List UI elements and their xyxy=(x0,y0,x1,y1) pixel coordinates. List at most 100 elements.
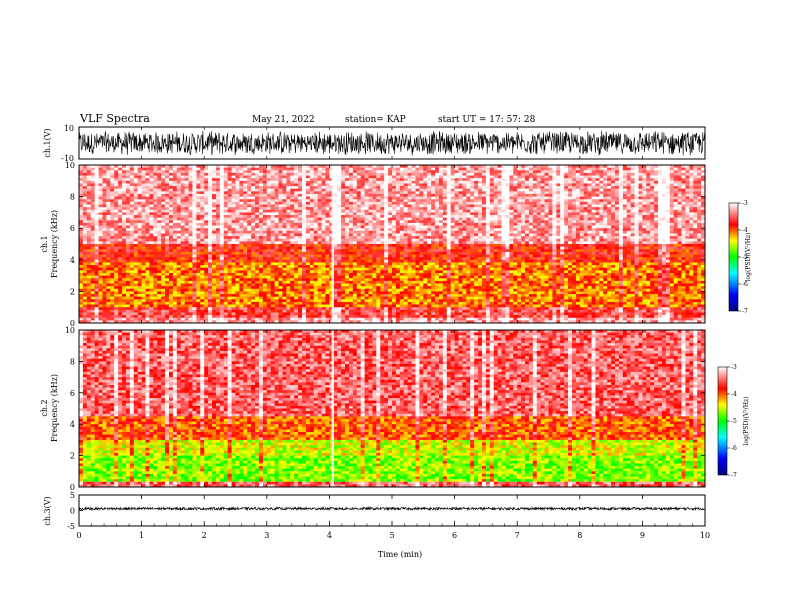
spec1-cell xyxy=(134,191,138,194)
spec1-cell xyxy=(294,212,298,215)
spec1-cell xyxy=(337,212,341,215)
spec1-cell xyxy=(189,241,193,244)
spec1-cell xyxy=(302,170,306,173)
spec1-cell xyxy=(306,176,310,179)
spec1-cell xyxy=(279,286,283,289)
spec1-cell xyxy=(204,176,208,179)
spec1-cell xyxy=(247,249,251,252)
spec1-cell xyxy=(380,273,384,276)
spec1-cell xyxy=(400,210,404,213)
spec1-cell xyxy=(91,220,95,223)
spec1-cell xyxy=(99,239,103,242)
spec1-cell xyxy=(392,170,396,173)
spec1-cell xyxy=(189,252,193,255)
spec1-cell xyxy=(310,310,314,313)
spec1-cell xyxy=(345,257,349,260)
spec1-cell xyxy=(314,297,318,300)
spec1-cell xyxy=(173,289,177,292)
spec1-cell xyxy=(263,207,267,210)
spec1-cell xyxy=(165,231,169,234)
spec1-cell xyxy=(392,241,396,244)
spec1-cell xyxy=(361,173,365,176)
spec1-cell xyxy=(322,228,326,231)
spec1-cell xyxy=(271,318,275,321)
spec1-cell xyxy=(114,299,118,302)
spec1-cell xyxy=(138,307,142,310)
spec1-cell xyxy=(200,210,204,213)
spec1-cell xyxy=(177,173,181,176)
spec1-cell xyxy=(161,186,165,189)
spec1-cell xyxy=(95,247,99,250)
spec1-cell xyxy=(161,262,165,265)
spec1-cell xyxy=(149,310,153,313)
spec1-cell xyxy=(341,183,345,186)
spec1-cell xyxy=(181,305,185,308)
spec1-cell xyxy=(384,307,388,310)
spec1-cell xyxy=(325,286,329,289)
spec1-cell xyxy=(130,210,134,213)
spec1-cell xyxy=(365,255,369,258)
spec1-cell xyxy=(83,262,87,265)
spec1-cell xyxy=(337,312,341,315)
spec1-cell xyxy=(275,202,279,205)
spec1-cell xyxy=(106,284,110,287)
spec1-cell xyxy=(204,249,208,252)
spec1-cell xyxy=(157,273,161,276)
spec1-cell xyxy=(400,191,404,194)
spec1-cell xyxy=(149,262,153,265)
spec1-cell xyxy=(267,270,271,273)
spec1-cell xyxy=(177,215,181,218)
spec1-cell xyxy=(275,268,279,271)
spec1-cell xyxy=(169,273,173,276)
spec1-cell xyxy=(228,233,232,236)
spec1-cell xyxy=(95,189,99,192)
spec1-cell xyxy=(157,212,161,215)
spec1-cell xyxy=(353,289,357,292)
spec1-cell xyxy=(286,247,290,250)
spec1-cell xyxy=(149,176,153,179)
ch1-waveform-panel: 10 -10 ch.1(V) xyxy=(43,124,705,163)
spec1-cell xyxy=(349,289,353,292)
spec1-cell xyxy=(337,315,341,318)
spec1-cell xyxy=(185,291,189,294)
spec1-cell xyxy=(157,305,161,308)
spec1-cell xyxy=(224,257,228,260)
spec1-cell xyxy=(271,215,275,218)
spec1-cell xyxy=(310,315,314,318)
spec1-cell xyxy=(310,176,314,179)
spec1-cell xyxy=(286,215,290,218)
spec1-cell xyxy=(298,181,302,184)
spec1-cell xyxy=(134,286,138,289)
spec1-cell xyxy=(357,257,361,260)
spec1-cell xyxy=(239,173,243,176)
spec1-cell xyxy=(294,291,298,294)
spec1-cell xyxy=(212,170,216,173)
spec1-cell xyxy=(404,178,408,181)
spec1-cell xyxy=(196,247,200,250)
spec1-cell xyxy=(361,226,365,229)
spec1-cell xyxy=(322,291,326,294)
spec1-cell xyxy=(372,297,376,300)
spec1-cell xyxy=(380,297,384,300)
spec1-cell xyxy=(114,257,118,260)
spec1-cell xyxy=(322,270,326,273)
spec1-cell xyxy=(290,318,294,321)
spec1-cell xyxy=(255,291,259,294)
spec1-cell xyxy=(369,310,373,313)
spec1-cell xyxy=(392,191,396,194)
spec1-cell xyxy=(286,278,290,281)
spec1-cell xyxy=(255,181,259,184)
spec1-cell xyxy=(325,262,329,265)
spec1-cell xyxy=(290,199,294,202)
spec1-cell xyxy=(212,231,216,234)
spec1-cell xyxy=(114,268,118,271)
spec1-cell xyxy=(165,228,169,231)
spec1-cell xyxy=(99,189,103,192)
spec1-cell xyxy=(87,278,91,281)
spec1-cell xyxy=(208,244,212,247)
spec1-cell xyxy=(392,294,396,297)
spec1-cell xyxy=(165,302,169,305)
spec1-cell xyxy=(251,210,255,213)
spec1-cell xyxy=(228,307,232,310)
spec1-cell xyxy=(365,276,369,279)
